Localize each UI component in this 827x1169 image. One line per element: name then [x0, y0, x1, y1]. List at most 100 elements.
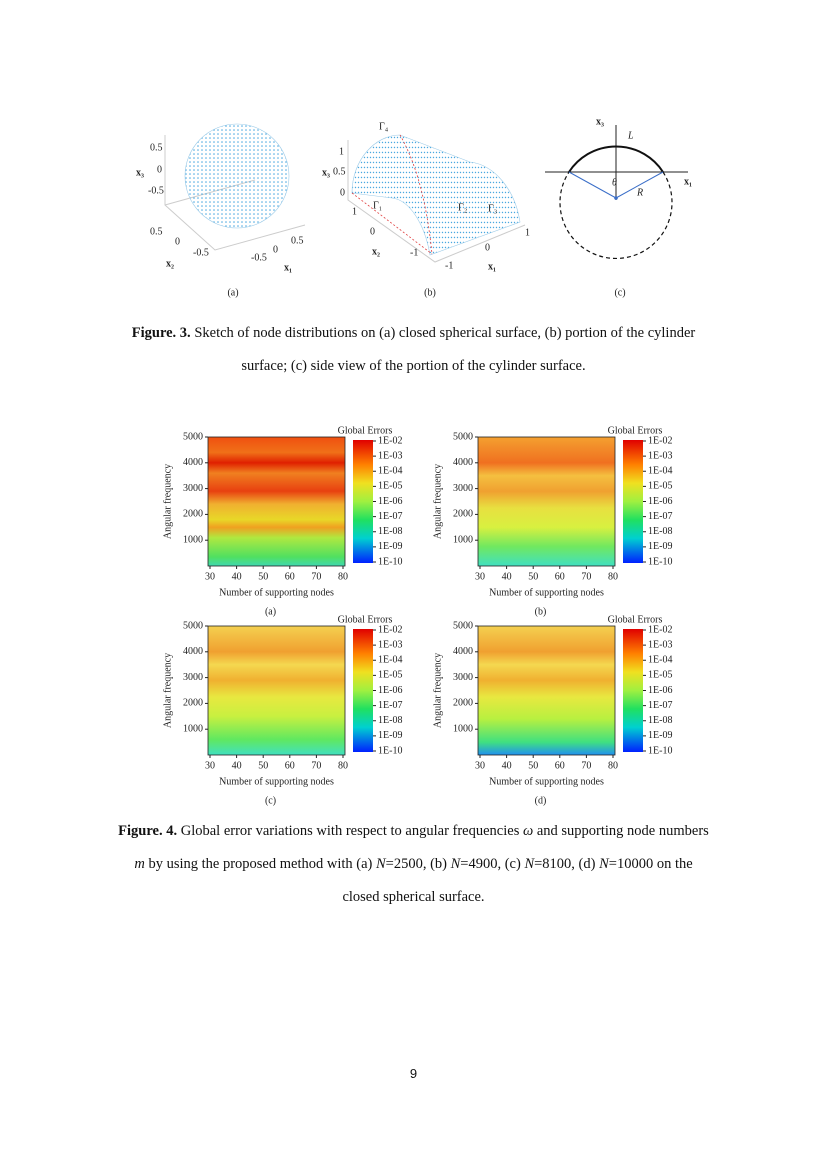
figure3-caption: Figure. 3. Sketch of node distributions … [120, 317, 707, 383]
caption-symbol: N [599, 856, 609, 872]
x-tick-label: 80 [338, 760, 348, 771]
tick-label: 0.5 [291, 235, 304, 246]
arc-label: L [627, 130, 634, 141]
x-axis-title: Number of supporting nodes [489, 776, 604, 787]
x-axis-title: Number of supporting nodes [219, 776, 334, 787]
colorbar-title: Global Errors [338, 614, 393, 625]
y-axis-title: Angular frequency [432, 653, 443, 728]
colorbar-title: Global Errors [338, 425, 393, 436]
arc [568, 145, 664, 173]
x-tick-label: 30 [205, 760, 215, 771]
y-axis-title: Angular frequency [432, 464, 443, 539]
x-tick-label: 60 [555, 760, 565, 771]
y-tick-label: 4000 [183, 457, 203, 468]
plot-frame [477, 625, 616, 756]
colorbar-label: 1E-02 [378, 624, 402, 635]
x-tick-label: 30 [475, 760, 485, 771]
colorbar-label: 1E-05 [378, 481, 402, 492]
x-tick-label: 50 [258, 571, 268, 582]
axis-label: x₂ [372, 246, 380, 257]
caption-label: Figure. 3. [131, 325, 191, 341]
tick-label: -0.5 [148, 185, 164, 196]
x-tick-label: 80 [608, 760, 618, 771]
tick-label: 0 [370, 226, 375, 237]
tick-label: 0 [340, 187, 345, 198]
caption-symbol: m [134, 856, 145, 872]
colorbar-label: 1E-10 [648, 556, 672, 567]
y-tick-label: 3000 [453, 672, 473, 683]
tick-label: 0.5 [150, 226, 163, 237]
colorbar-label: 1E-03 [378, 639, 402, 650]
heatmap [478, 437, 615, 566]
colorbar-label: 1E-05 [378, 670, 402, 681]
y-tick-label: 2000 [453, 698, 473, 709]
colorbar-label: 1E-10 [378, 745, 402, 756]
tick-label: 0 [157, 164, 162, 175]
caption-label: Figure. 4. [118, 823, 178, 839]
boundary-label: Γ₄ [379, 121, 389, 132]
caption-text: and supporting node numbers [536, 823, 709, 839]
x-tick-label: 50 [528, 760, 538, 771]
colorbar-label: 1E-03 [648, 639, 672, 650]
heatmap [208, 437, 345, 566]
x-tick-label: 50 [528, 571, 538, 582]
colorbar-label: 1E-09 [378, 730, 402, 741]
colorbar-label: 1E-05 [648, 481, 672, 492]
colorbar-label: 1E-08 [378, 715, 402, 726]
panel-label: (d) [535, 795, 547, 806]
colorbar-label: 1E-06 [648, 496, 672, 507]
y-tick-label: 5000 [453, 431, 473, 442]
figure4-caption: Figure. 4. Global error variations with … [118, 815, 709, 914]
tick-label: 0 [273, 244, 278, 255]
heatmap [208, 626, 345, 755]
fig4-panel: 1000 2000 3000 4000 5000 30 40 50 60 70 80 Number o… [162, 425, 402, 617]
x-tick-label: 30 [475, 571, 485, 582]
colorbar [353, 629, 373, 752]
plot-frame [477, 436, 616, 567]
colorbar-label: 1E-06 [378, 685, 402, 696]
x-tick-label: 40 [502, 571, 512, 582]
x-tick-label: 30 [205, 571, 215, 582]
colorbar-label: 1E-06 [648, 685, 672, 696]
axis-label: x₃ [136, 167, 144, 178]
x-axis-title: Number of supporting nodes [489, 587, 604, 598]
colorbar-label: 1E-04 [648, 655, 672, 666]
tick-label: -1 [445, 260, 453, 271]
y-tick-label: 5000 [453, 620, 473, 631]
x-tick-label: 40 [232, 760, 242, 771]
axis-label: x₁ [684, 176, 692, 187]
y-tick-label: 1000 [183, 723, 203, 734]
page-number: 9 [409, 1066, 418, 1081]
y-tick-label: 1000 [453, 534, 473, 545]
y-tick-label: 2000 [183, 509, 203, 520]
colorbar-label: 1E-02 [648, 624, 672, 635]
tick-label: -0.5 [251, 252, 267, 263]
fig4-panel: 1000 2000 3000 4000 5000 30 40 50 60 70 80 Number o… [162, 614, 402, 806]
colorbar-label: 1E-04 [648, 466, 672, 477]
panel-label: (a) [265, 606, 276, 617]
colorbar-label: 1E-07 [378, 700, 402, 711]
x-tick-label: 50 [258, 760, 268, 771]
caption-text: by using the proposed method with (a) [148, 856, 373, 872]
colorbar-label: 1E-05 [648, 670, 672, 681]
colorbar-label: 1E-10 [378, 556, 402, 567]
x-tick-label: 70 [581, 571, 591, 582]
x-tick-label: 60 [285, 571, 295, 582]
tick-label: 1 [525, 227, 530, 238]
colorbar-label: 1E-04 [378, 655, 402, 666]
axis-label: x₂ [166, 258, 174, 269]
colorbar-label: 1E-03 [378, 450, 402, 461]
y-axis-title: Angular frequency [162, 464, 173, 539]
tick-label: -1 [410, 247, 418, 258]
caption-symbol: N [375, 856, 386, 872]
fig3-panel-c: x₃ L θ R x₁ (c) [545, 116, 692, 298]
colorbar-label: 1E-03 [648, 450, 672, 461]
y-axis-title: Angular frequency [162, 653, 173, 728]
y-tick-label: 3000 [453, 483, 473, 494]
caption-text: Global error variations with respect to … [180, 823, 520, 839]
axis-label: x₃ [596, 116, 604, 127]
x-tick-label: 60 [285, 760, 295, 771]
y-tick-label: 5000 [183, 431, 203, 442]
colorbar-label: 1E-07 [648, 700, 672, 711]
panel-label: (b) [424, 287, 436, 298]
